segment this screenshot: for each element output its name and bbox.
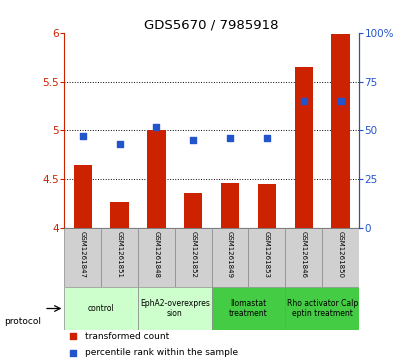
Text: GSM1261851: GSM1261851 bbox=[117, 231, 122, 278]
Text: Ilomastat
treatment: Ilomastat treatment bbox=[229, 299, 268, 318]
Point bbox=[337, 98, 344, 104]
Bar bbox=[249, 228, 286, 287]
Text: control: control bbox=[88, 304, 115, 313]
Bar bbox=[286, 228, 322, 287]
Bar bbox=[258, 184, 276, 228]
Bar bbox=[184, 193, 203, 228]
Text: GSM1261846: GSM1261846 bbox=[301, 231, 307, 278]
Point bbox=[153, 124, 160, 130]
Point bbox=[70, 350, 76, 356]
Text: GSM1261850: GSM1261850 bbox=[337, 231, 344, 278]
Text: GSM1261848: GSM1261848 bbox=[154, 231, 159, 278]
Point bbox=[227, 135, 233, 141]
Bar bbox=[138, 287, 212, 330]
Text: GSM1261853: GSM1261853 bbox=[264, 231, 270, 278]
Point bbox=[190, 137, 197, 143]
Bar bbox=[331, 34, 350, 228]
Text: GSM1261852: GSM1261852 bbox=[190, 231, 196, 278]
Bar bbox=[212, 287, 286, 330]
Bar bbox=[221, 183, 239, 228]
Bar bbox=[73, 165, 92, 228]
Point bbox=[264, 135, 270, 141]
Point bbox=[70, 334, 76, 339]
Text: EphA2-overexpres
sion: EphA2-overexpres sion bbox=[140, 299, 210, 318]
Bar bbox=[64, 228, 101, 287]
Bar bbox=[138, 228, 175, 287]
Bar bbox=[175, 228, 212, 287]
Bar bbox=[64, 287, 138, 330]
Bar bbox=[110, 202, 129, 228]
Point bbox=[300, 98, 307, 104]
Bar bbox=[147, 130, 166, 228]
Point bbox=[79, 134, 86, 139]
Text: Rho activator Calp
eptin treatment: Rho activator Calp eptin treatment bbox=[286, 299, 358, 318]
Text: GSM1261849: GSM1261849 bbox=[227, 231, 233, 278]
Text: GSM1261847: GSM1261847 bbox=[80, 231, 86, 278]
Bar bbox=[295, 67, 313, 228]
Text: protocol: protocol bbox=[4, 317, 41, 326]
Title: GDS5670 / 7985918: GDS5670 / 7985918 bbox=[144, 19, 279, 32]
Bar bbox=[286, 287, 359, 330]
Point bbox=[116, 141, 123, 147]
Text: percentile rank within the sample: percentile rank within the sample bbox=[85, 348, 238, 358]
Bar bbox=[101, 228, 138, 287]
Text: transformed count: transformed count bbox=[85, 332, 169, 341]
Bar bbox=[322, 228, 359, 287]
Bar bbox=[212, 228, 249, 287]
